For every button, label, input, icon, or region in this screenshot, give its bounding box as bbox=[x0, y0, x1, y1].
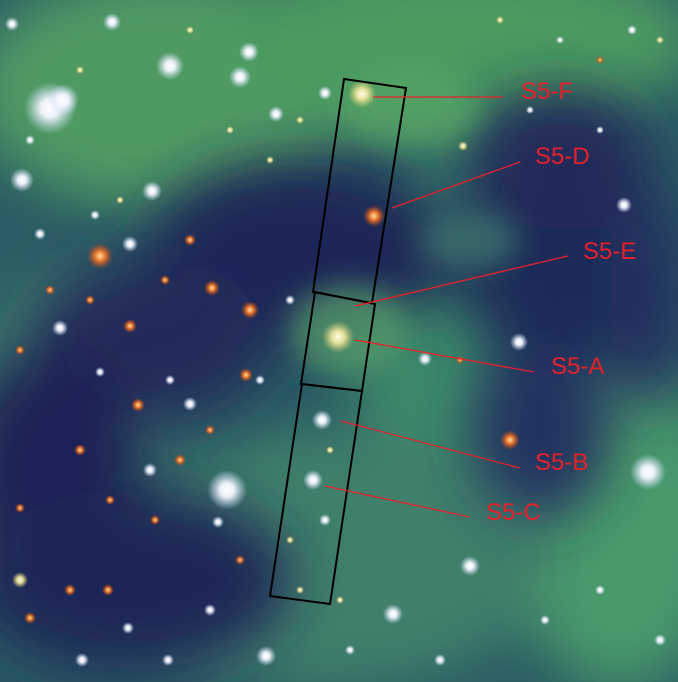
pointer-s5-e bbox=[354, 255, 569, 307]
label-s5-e: S5-E bbox=[583, 238, 636, 265]
label-s5-c: S5-C bbox=[486, 499, 541, 526]
label-s5-a: S5-A bbox=[551, 353, 604, 380]
slit-lower bbox=[268, 382, 364, 606]
label-s5-b: S5-B bbox=[535, 449, 588, 476]
pointer-s5-c bbox=[324, 485, 471, 518]
slit-outlines bbox=[268, 77, 408, 606]
label-pointer-lines bbox=[324, 96, 569, 518]
star-field bbox=[5, 13, 666, 667]
label-s5-f: S5-F bbox=[521, 78, 573, 105]
pointer-s5-a bbox=[354, 339, 535, 373]
label-s5-d: S5-D bbox=[535, 143, 590, 170]
pointer-s5-d bbox=[391, 161, 521, 209]
source-labels: S5-F S5-D S5-E S5-A S5-B S5-C bbox=[486, 78, 636, 526]
pointer-s5-b bbox=[340, 420, 521, 469]
dark-dust-lanes bbox=[0, 90, 678, 670]
